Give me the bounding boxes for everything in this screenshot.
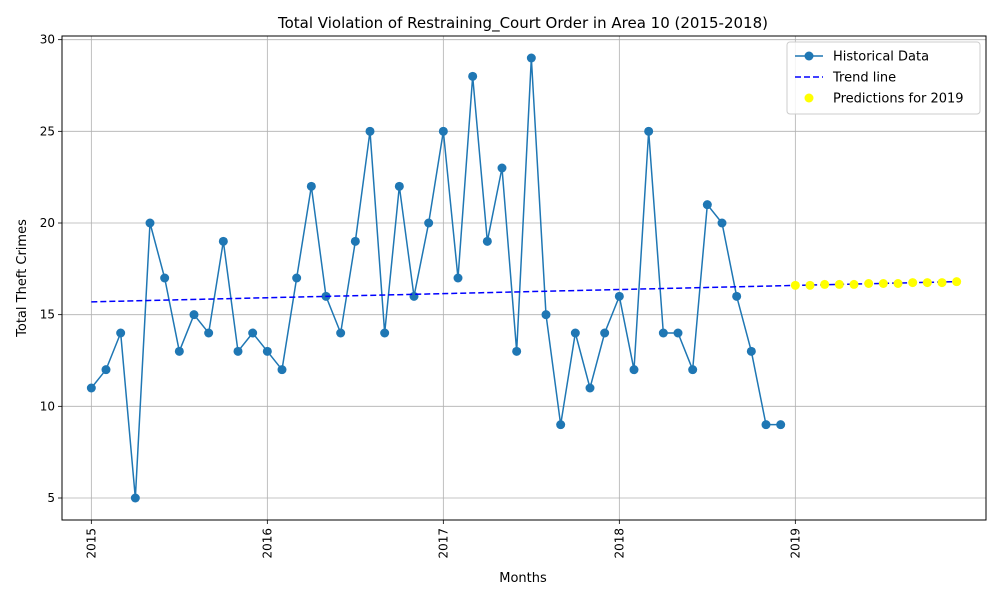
historical-data-point	[336, 328, 346, 338]
prediction-point	[834, 279, 844, 289]
y-tick-label: 20	[40, 216, 55, 230]
historical-data-point	[570, 328, 580, 338]
prediction-point	[790, 280, 800, 290]
historical-data-point	[350, 236, 360, 246]
legend-box	[786, 41, 981, 115]
historical-data-point	[658, 328, 668, 338]
prediction-point	[820, 279, 830, 289]
historical-data-point	[277, 365, 287, 375]
prediction-point	[937, 278, 947, 288]
historical-data-point	[218, 236, 228, 246]
prediction-point	[922, 278, 932, 288]
x-tick-label: 2016	[260, 528, 274, 559]
chart-title: Total Violation of Restraining_Court Ord…	[277, 14, 768, 33]
x-axis: 2015 2016 2017 2018 2019	[84, 520, 802, 559]
historical-data-point	[233, 346, 243, 356]
historical-data-line	[90, 57, 781, 499]
historical-data-point	[86, 383, 96, 393]
x-tick-label: 2015	[84, 528, 98, 559]
historical-data-point	[160, 273, 170, 283]
prediction-point	[893, 279, 903, 288]
grid	[62, 36, 986, 520]
historical-data-point	[189, 310, 199, 320]
historical-data-point	[746, 346, 756, 356]
historical-data-point	[600, 328, 610, 338]
legend-label: Trend line	[832, 71, 896, 86]
historical-data-point	[292, 273, 302, 283]
prediction-point	[849, 279, 859, 289]
y-tick-label: 5	[47, 491, 55, 505]
historical-data-point	[526, 53, 536, 63]
prediction-point	[805, 280, 815, 290]
y-axis-label: Total Theft Crimes	[15, 219, 30, 338]
historical-data-point	[585, 383, 595, 393]
historical-data-point	[776, 420, 786, 430]
y-axis: 5 10 15 20 25 30	[40, 33, 62, 505]
legend-dot-swatch	[804, 93, 814, 103]
historical-data-point	[116, 328, 126, 338]
prediction-point	[908, 278, 918, 288]
historical-data-point	[145, 218, 155, 228]
historical-data-point	[644, 126, 654, 136]
legend: Historical Data Trend line Predictions for…	[786, 41, 981, 115]
historical-data-point	[673, 328, 683, 338]
historical-data-point	[409, 291, 419, 301]
x-tick-label: 2017	[436, 528, 450, 559]
y-tick-label: 15	[40, 308, 55, 322]
x-tick-label: 2019	[788, 528, 802, 559]
legend-label: Predictions for 2019	[833, 92, 964, 107]
x-tick-label: 2018	[612, 528, 626, 559]
y-tick-label: 10	[40, 399, 55, 413]
y-tick-label: 25	[40, 124, 55, 138]
historical-data-point	[174, 346, 184, 356]
historical-data-point	[380, 328, 390, 338]
historical-data-point	[394, 181, 404, 191]
historical-data-point	[306, 181, 316, 191]
historical-data-point	[101, 365, 111, 375]
historical-data-point	[453, 273, 463, 283]
historical-data-point	[761, 420, 771, 430]
y-tick-label: 30	[40, 33, 55, 47]
historical-data-point	[438, 126, 448, 136]
historical-data-point	[497, 163, 507, 173]
historical-data-point	[365, 126, 375, 136]
historical-data-point	[717, 218, 727, 228]
historical-data-point	[248, 328, 258, 338]
historical-data-point	[424, 218, 434, 228]
prediction-point	[952, 277, 962, 287]
historical-data-point	[732, 291, 742, 301]
prediction-point	[864, 279, 874, 288]
prediction-point	[878, 279, 888, 288]
plot-area	[86, 53, 962, 503]
historical-data-point	[468, 71, 478, 81]
historical-data-point	[541, 310, 551, 320]
legend-label: Historical Data	[833, 50, 929, 65]
x-axis-label: Months	[499, 571, 547, 586]
historical-data-point	[629, 365, 639, 375]
historical-data-point	[512, 346, 522, 356]
historical-data-point	[482, 236, 492, 246]
historical-data-point	[204, 328, 214, 338]
historical-data-point	[556, 420, 566, 430]
historical-data-point	[702, 200, 712, 210]
historical-data-point	[688, 365, 698, 375]
legend-marker-swatch	[804, 51, 814, 61]
plot-frame	[61, 35, 987, 521]
historical-data-point	[130, 493, 140, 503]
historical-data-point	[614, 291, 624, 301]
historical-data-point	[262, 346, 272, 356]
